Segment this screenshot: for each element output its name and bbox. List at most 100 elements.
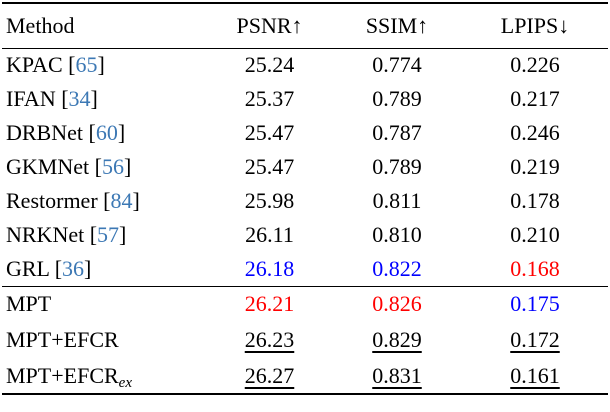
metric-cell: 0.829 [332, 322, 462, 358]
metric-value: 0.219 [510, 154, 560, 179]
metric-value: 0.810 [372, 222, 422, 247]
method-cell: NRKNet [57] [6, 222, 127, 247]
table-group-prior-methods: KPAC [65] 25.24 0.774 0.226 IFAN [34] 25.37 0.… [2, 48, 608, 286]
method-name: KPAC [6, 52, 63, 78]
citation-link[interactable]: 56 [101, 154, 124, 179]
citation-link[interactable]: 84 [110, 188, 133, 213]
method-cell: KPAC [65] [6, 52, 105, 78]
metric-cell: 25.98 [207, 184, 332, 218]
header-row: Method PSNR↑ SSIM↑ LPIPS↓ [2, 3, 608, 48]
table-row: MPT 26.21 0.826 0.175 [2, 286, 608, 322]
metric-value: 0.217 [510, 86, 560, 111]
table-row: KPAC [65] 25.24 0.774 0.226 [2, 48, 608, 82]
metric-cell: 25.24 [207, 48, 332, 82]
method-name: GRL [6, 255, 50, 281]
metric-cell: 0.826 [332, 286, 462, 322]
metric-cell: 26.23 [207, 322, 332, 358]
metric-cell: 26.18 [207, 252, 332, 286]
method-subscript: ex [118, 374, 132, 391]
metric-value: 25.47 [244, 120, 295, 145]
method-name: MPT [6, 291, 52, 317]
metric-value: 0.831 [372, 362, 422, 388]
metric-cell: 0.168 [462, 252, 608, 286]
metric-cell: 0.226 [462, 48, 608, 82]
metric-cell: 25.47 [207, 116, 332, 150]
table-row: GKMNet [56] 25.47 0.789 0.219 [2, 150, 608, 184]
metric-value: 26.18 [244, 255, 295, 281]
metric-value: 25.37 [244, 86, 295, 111]
citation-link[interactable]: 57 [97, 222, 120, 247]
metric-value: 25.98 [244, 188, 295, 213]
metric-cell: 0.811 [332, 184, 462, 218]
method-name: NRKNet [6, 222, 85, 247]
metric-value: 25.24 [244, 52, 295, 78]
metric-value: 0.829 [372, 327, 422, 352]
metric-value: 0.789 [372, 86, 422, 111]
metric-value: 0.822 [372, 255, 422, 281]
metric-cell: 0.210 [462, 218, 608, 252]
method-cell: GKMNet [56] [6, 154, 132, 179]
method-name: DRBNet [6, 120, 83, 145]
metric-cell: 0.774 [332, 48, 462, 82]
metric-cell: 0.810 [332, 218, 462, 252]
method-name: Restormer [6, 188, 98, 213]
column-header-method: Method [6, 12, 75, 38]
metric-value: 25.47 [244, 154, 295, 179]
method-cell: MPT+EFCRex [2, 358, 207, 394]
table-row: MPT+EFCR 26.23 0.829 0.172 [2, 322, 608, 358]
table-row: MPT+EFCRex 26.27 0.831 0.161 [2, 358, 608, 394]
method-cell: MPT+EFCR [2, 322, 207, 358]
metric-cell: 0.178 [462, 184, 608, 218]
column-header-ssim: SSIM↑ [365, 12, 429, 38]
metric-cell: 0.246 [462, 116, 608, 150]
metric-cell: 0.219 [462, 150, 608, 184]
metric-cell: 0.789 [332, 82, 462, 116]
metric-value: 0.787 [372, 120, 422, 145]
citation-link[interactable]: 34 [68, 86, 91, 111]
metric-value: 0.811 [372, 188, 422, 213]
table-row: DRBNet [60] 25.47 0.787 0.246 [2, 116, 608, 150]
table-row: GRL [36] 26.18 0.822 0.168 [2, 252, 608, 286]
metric-value: 26.27 [244, 362, 295, 388]
metric-cell: 26.21 [207, 286, 332, 322]
metric-value: 0.178 [510, 188, 560, 213]
metric-cell: 0.172 [462, 322, 608, 358]
metric-value: 26.21 [244, 291, 295, 317]
column-header-lpips: LPIPS↓ [500, 12, 570, 38]
metric-value: 0.172 [510, 327, 560, 352]
method-cell: Restormer [84] [6, 188, 140, 213]
metric-value: 0.226 [510, 52, 560, 78]
metric-cell: 0.789 [332, 150, 462, 184]
citation-link[interactable]: 65 [75, 52, 98, 78]
table-row: Restormer [84] 25.98 0.811 0.178 [2, 184, 608, 218]
citation-link[interactable]: 36 [62, 255, 85, 281]
method-name: MPT+EFCR [6, 327, 119, 352]
metric-cell: 0.217 [462, 82, 608, 116]
column-header-psnr: PSNR↑ [236, 12, 303, 38]
metric-value: 0.774 [372, 52, 422, 78]
metric-cell: 0.161 [462, 358, 608, 394]
metric-cell: 25.47 [207, 150, 332, 184]
results-table: Method PSNR↑ SSIM↑ LPIPS↓ KPAC [65] 25.24… [2, 2, 608, 395]
table-header: Method PSNR↑ SSIM↑ LPIPS↓ [2, 3, 608, 48]
citation-link[interactable]: 60 [95, 120, 118, 145]
method-name: IFAN [6, 86, 56, 111]
metric-cell: 0.831 [332, 358, 462, 394]
metric-cell: 26.27 [207, 358, 332, 394]
metric-value: 0.168 [510, 255, 560, 281]
metric-cell: 0.787 [332, 116, 462, 150]
method-name: GKMNet [6, 154, 90, 179]
method-cell: DRBNet [60] [6, 120, 126, 145]
method-cell: IFAN [34] [6, 86, 98, 111]
metric-value: 26.23 [244, 327, 295, 352]
metric-value: 0.826 [372, 291, 422, 317]
method-cell: MPT [2, 286, 207, 322]
method-name: MPT+EFCR [6, 362, 119, 388]
metric-cell: 26.11 [207, 218, 332, 252]
metric-cell: 0.822 [332, 252, 462, 286]
table-group-ours: MPT 26.21 0.826 0.175 MPT+EFCR 26.23 0.829 0.17… [2, 286, 608, 394]
method-cell: GRL [36] [6, 255, 92, 281]
table-row: IFAN [34] 25.37 0.789 0.217 [2, 82, 608, 116]
metric-value: 0.161 [510, 362, 560, 388]
